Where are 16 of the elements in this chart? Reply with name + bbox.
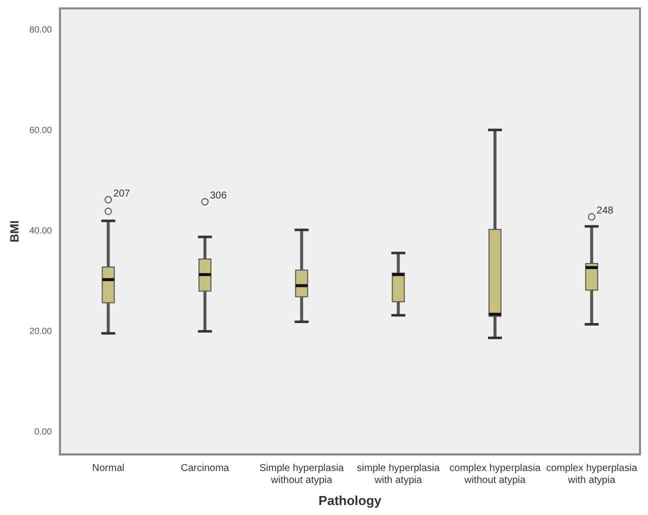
annotation: 207 [113, 188, 130, 200]
x-axis-title: Pathology [318, 492, 382, 508]
x-tick-label: complex hyperplasia with atypia [546, 463, 638, 486]
y-tick-label: 80.00 [29, 24, 52, 34]
x-tick-label: Carcinoma [180, 463, 230, 474]
x-tick-label: Normal [92, 463, 124, 474]
annotation: 248 [596, 206, 614, 217]
x-tick-label: simple hyperplasia with atypia [356, 463, 440, 486]
y-axis-title: BMI [8, 220, 22, 242]
annotation: 306 [210, 190, 228, 202]
y-tick-label: 0.00 [34, 426, 52, 436]
y-tick-label: 60.00 [29, 124, 52, 135]
x-tick-label: complex hyperplasia without atypia [449, 463, 541, 486]
x-tick-label: Simple hyperplasia without atypia [259, 463, 344, 486]
y-tick-label: 20.00 [29, 326, 52, 336]
y-tick-label: 40.00 [29, 225, 52, 236]
